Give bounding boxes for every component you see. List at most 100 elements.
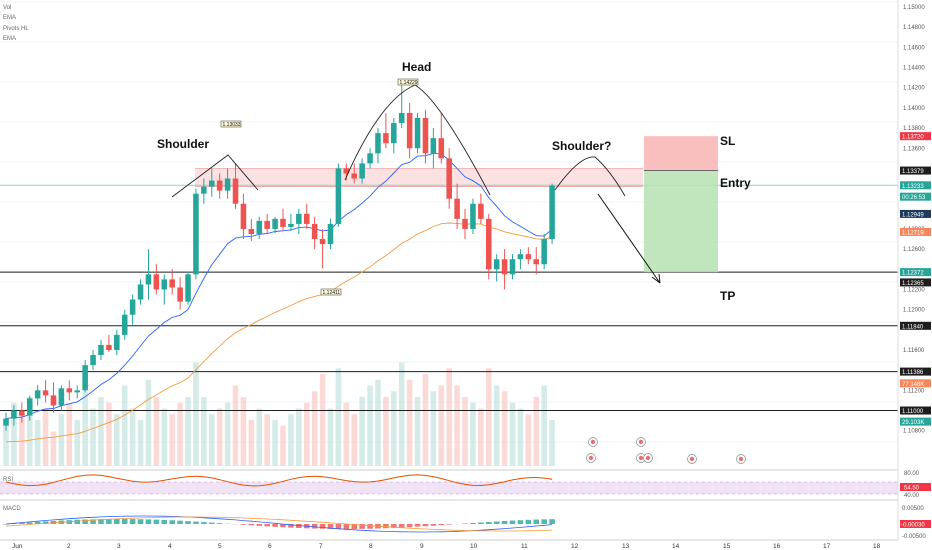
macd-tick-label: 0.00500	[902, 506, 924, 512]
volume-bar	[517, 408, 524, 466]
price-tag-label: 1.12719	[902, 230, 924, 236]
candle-body	[351, 173, 357, 179]
economic-event-icon-dot	[689, 456, 695, 462]
time-tick-label: 8	[369, 543, 373, 550]
tp-label: TP	[720, 289, 735, 303]
indicator-ema-label[interactable]: EMA	[3, 15, 17, 21]
candle-body	[486, 218, 492, 270]
candle-body	[398, 112, 405, 124]
macd-histogram-bar	[351, 524, 357, 529]
price-tick-label: 1.14600	[903, 45, 925, 51]
volume-bar	[288, 414, 294, 466]
candle-body	[272, 218, 278, 229]
volume-bar	[486, 368, 492, 466]
price-tick-label: 1.13800	[903, 126, 925, 132]
price-tag	[900, 278, 931, 287]
macd-histogram-bar	[216, 523, 223, 524]
macd-histogram-bar	[169, 520, 175, 524]
volume-bar	[430, 391, 437, 466]
volume-bar	[129, 408, 136, 466]
price-tag	[900, 417, 931, 426]
volume-bar	[98, 397, 104, 466]
candle-body	[90, 355, 96, 366]
time-tick-label: 17	[823, 543, 831, 550]
pivot-high-1: 1.13033	[223, 122, 241, 128]
candle-body	[311, 223, 318, 240]
price-tick-label: 1.12000	[903, 308, 925, 314]
pivot-low-1: 1.12411	[323, 290, 341, 296]
macd-histogram-bar	[398, 524, 405, 528]
macd-histogram-bar	[288, 524, 294, 528]
macd-histogram-bar	[391, 524, 397, 528]
volume-bar	[209, 414, 215, 466]
macd-histogram-bar	[422, 524, 429, 527]
macd-histogram-bar	[296, 524, 302, 529]
candle-body	[248, 228, 255, 234]
volume-bar	[509, 402, 516, 466]
candle-body	[137, 284, 144, 300]
time-axis: Jun 2 3 4 5 6 7 8 9 10 11 12 13 14 15 16 17 18	[0, 539, 898, 550]
stop-loss-box	[644, 136, 718, 171]
volume-bar	[169, 414, 175, 466]
time-tick-label: 7	[319, 543, 323, 550]
price-tag	[900, 132, 931, 141]
candle-body	[129, 299, 136, 315]
indicator-vol-label[interactable]: Vol	[3, 5, 12, 11]
macd-histogram-bar	[185, 521, 191, 524]
economic-event-icon-dot	[638, 439, 644, 445]
candle-body	[19, 410, 25, 416]
macd-histogram-bar	[541, 519, 547, 524]
candle-body	[50, 395, 57, 406]
candle-body	[430, 138, 437, 154]
volume-bar	[90, 408, 96, 466]
price-tag-label: 1.13233	[902, 184, 924, 190]
volume-bar	[161, 408, 168, 466]
annotations: Shoulder Head Shoulder? SL Entry TP 1.13033 1.1…	[157, 60, 751, 464]
price-tick-label: 1.10800	[903, 429, 925, 435]
volume-bar	[414, 397, 421, 466]
price-tag	[900, 181, 931, 190]
macd-histogram-bar	[240, 524, 247, 525]
candle-body	[98, 344, 104, 356]
macd-histogram-bar	[11, 523, 17, 524]
indicator-pivots-label[interactable]: Pivots HL	[3, 26, 29, 32]
time-tick-label: 11	[521, 543, 528, 550]
macd-histogram-bar	[137, 519, 144, 524]
volume-bar	[525, 414, 532, 466]
neckline-zone	[195, 168, 643, 187]
time-tick-label: 14	[672, 543, 680, 550]
volume-bar	[224, 402, 231, 466]
candle-body	[541, 239, 547, 265]
candle-body	[224, 178, 231, 191]
time-tick-label: 9	[420, 543, 424, 550]
volume-bar	[501, 391, 508, 466]
price-tick-label: 1.12600	[903, 247, 925, 253]
macd-histogram-bar	[406, 524, 413, 528]
macd-histogram-bar	[106, 519, 112, 524]
candle-body	[525, 254, 532, 260]
time-tick-label: 13	[622, 543, 630, 550]
candle-body	[319, 239, 326, 245]
macd-histogram-bar	[414, 524, 421, 527]
price-tick-label: 1.14800	[903, 25, 925, 31]
macd-histogram-bar	[525, 519, 532, 524]
volume-bar	[493, 385, 500, 466]
candle-body	[296, 213, 302, 224]
rsi-label[interactable]: RSI	[3, 477, 14, 483]
volume-bar	[343, 402, 350, 466]
candle-body	[106, 344, 112, 350]
macd-histogram-bar	[201, 522, 207, 524]
candle-body	[264, 220, 270, 229]
indicator-ema2-label[interactable]: EMA	[3, 36, 17, 42]
macd-histogram-bar	[193, 521, 199, 524]
candle-body	[501, 259, 508, 275]
volume-bar	[193, 362, 199, 466]
left-shoulder-line	[171, 154, 259, 198]
macd-label[interactable]: MACD	[3, 506, 21, 512]
macd-value-label: -0.00030	[901, 523, 925, 529]
volume-bar	[367, 385, 373, 466]
macd-histogram-bar	[129, 519, 136, 524]
macd-histogram-bar	[359, 524, 365, 529]
volume-bar	[438, 385, 445, 466]
